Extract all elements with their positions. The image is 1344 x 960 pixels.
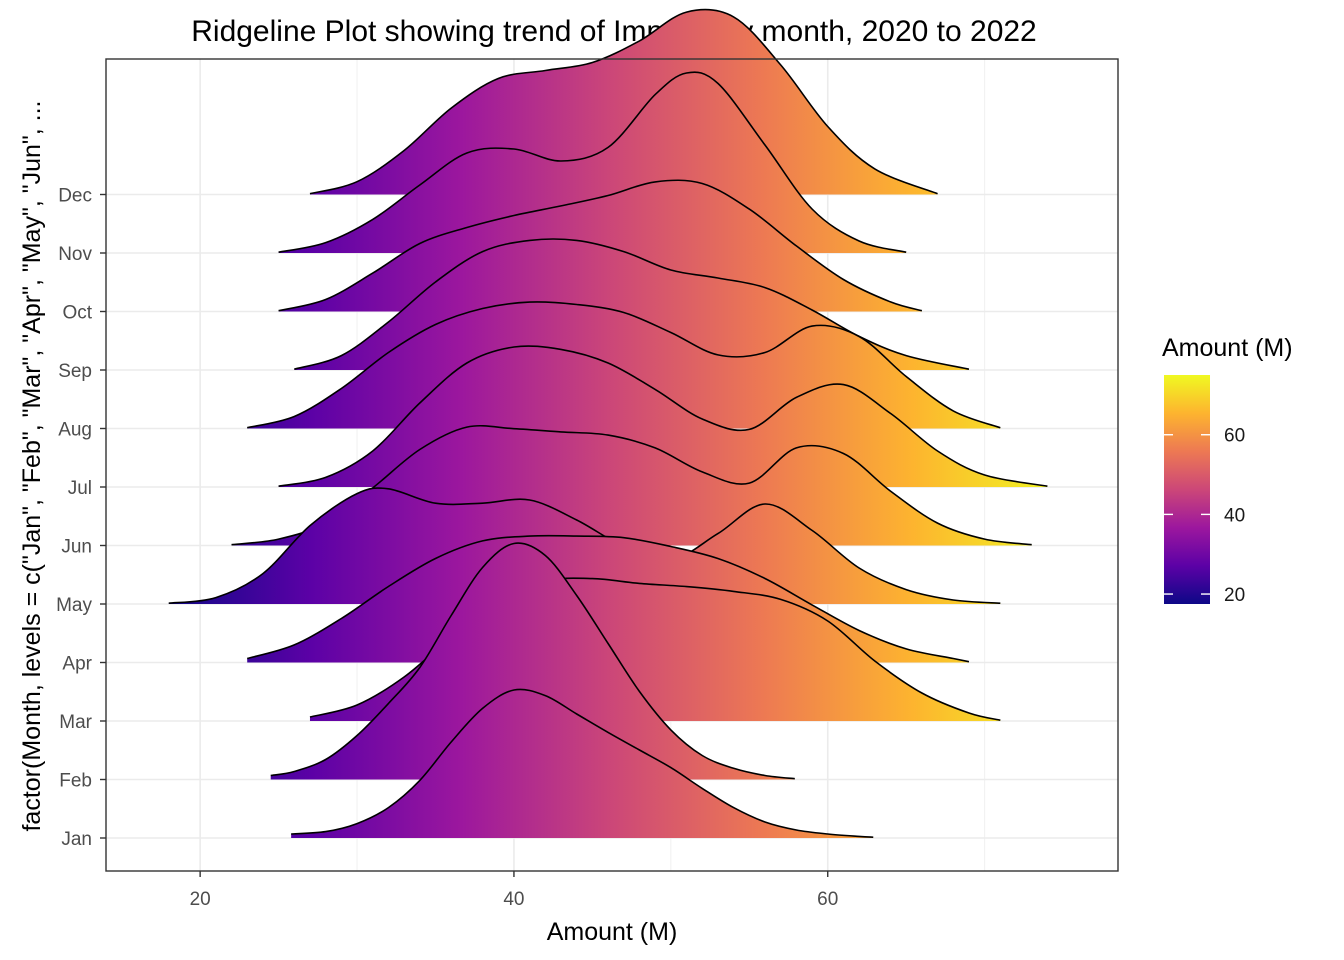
ridge-feb: [270, 542, 795, 780]
y-tick-label-jun: Jun: [61, 537, 92, 558]
y-tick-label-jan: Jan: [61, 829, 92, 850]
ridge-line-aug: [247, 301, 1001, 429]
ridge-fill-dec: [309, 9, 938, 195]
y-tick-label-mar: Mar: [59, 712, 92, 733]
ridge-fill-feb: [270, 543, 795, 780]
y-tick-label-nov: Nov: [58, 244, 92, 265]
plot-border: [105, 58, 1119, 872]
y-tick-label-may: May: [56, 595, 92, 616]
y-tick-label-sep: Sep: [58, 361, 92, 382]
x-axis-ticks: 20 40 60: [190, 871, 838, 910]
y-tick-label-oct: Oct: [62, 303, 92, 324]
ridges: [168, 8, 1048, 838]
legend-ticks: 20 40 60: [1164, 426, 1245, 606]
ridge-fill-nov: [278, 72, 907, 254]
x-tick-label-40: 40: [503, 889, 524, 910]
x-tick-label-20: 20: [190, 889, 211, 910]
chart-title: Ridgeline Plot showing trend of Imports …: [191, 15, 1037, 48]
y-axis-title: factor(Month, levels = c("Jan", "Feb", "…: [18, 100, 46, 831]
ridge-line-nov: [278, 71, 907, 253]
x-axis-title: Amount (M): [547, 918, 678, 946]
y-tick-label-jul: Jul: [68, 478, 92, 499]
ridge-nov: [278, 71, 907, 254]
ridge-jan: [291, 688, 874, 838]
legend-label-60: 60: [1224, 426, 1245, 447]
legend-label-20: 20: [1224, 585, 1245, 606]
y-tick-label-dec: Dec: [58, 186, 92, 207]
ridge-dec: [309, 8, 938, 195]
ridge-line-apr: [246, 534, 970, 663]
y-tick-label-aug: Aug: [58, 420, 92, 441]
y-axis-ticks: Jan Feb Mar Apr May Jun Jul Aug Sep Oct Nov Dec: [56, 186, 106, 850]
ridge-line-jul: [278, 345, 1048, 487]
ridge-line-feb: [270, 542, 795, 780]
legend-label-40: 40: [1224, 505, 1245, 526]
x-tick-label-60: 60: [817, 889, 838, 910]
legend-colorbar: [1164, 375, 1210, 604]
ridge-line-oct: [278, 179, 923, 312]
y-tick-label-feb: Feb: [59, 771, 92, 792]
ridge-fill-jan: [291, 689, 874, 838]
legend-title: Amount (M): [1162, 334, 1293, 362]
ridge-line-jan: [291, 688, 874, 838]
legend: Amount (M) 20 40 60: [1162, 334, 1293, 606]
ridge-line-may: [168, 487, 1001, 604]
ridge-line-dec: [309, 8, 938, 195]
y-tick-label-apr: Apr: [62, 654, 92, 675]
